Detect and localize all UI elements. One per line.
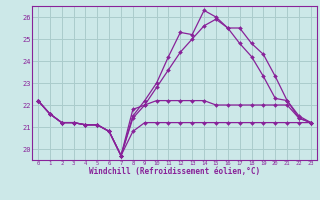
X-axis label: Windchill (Refroidissement éolien,°C): Windchill (Refroidissement éolien,°C) — [89, 167, 260, 176]
